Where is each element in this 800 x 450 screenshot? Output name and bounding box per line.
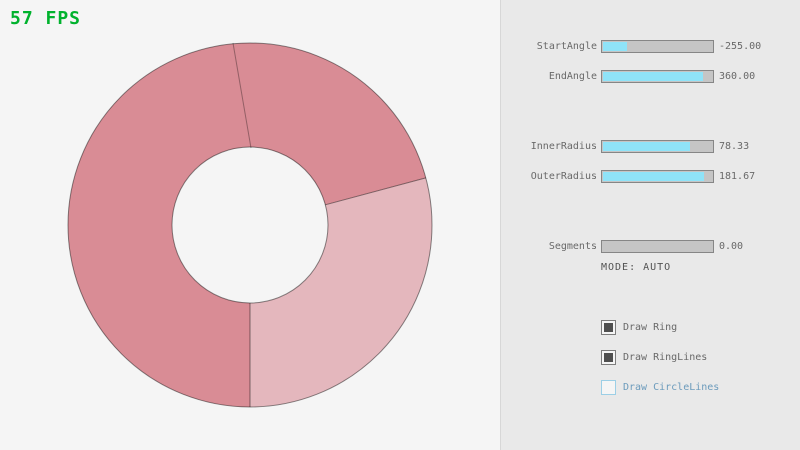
startangle-label: StartAngle <box>536 41 597 52</box>
outerradius-slider[interactable] <box>601 170 714 183</box>
draw-ring-checkbox[interactable] <box>601 320 616 335</box>
ring-inner-outline <box>171 146 329 304</box>
draw-ringlines-checkbox[interactable] <box>601 350 616 365</box>
outerradius-value: 181.67 <box>719 171 756 182</box>
slider-row-outerradius: OuterRadius 181.67 <box>501 170 800 183</box>
endangle-value: 360.00 <box>719 71 756 82</box>
endangle-slider-fill <box>603 72 703 81</box>
startangle-value: -255.00 <box>719 41 762 52</box>
slider-row-innerradius: InnerRadius 78.33 <box>501 140 800 153</box>
checkbox-check-fill-icon <box>604 323 613 332</box>
segments-mode-label: MODE: AUTO <box>601 262 672 273</box>
ring-sector-major <box>68 43 426 408</box>
innerradius-slider-fill <box>603 142 690 151</box>
innerradius-value: 78.33 <box>719 141 750 152</box>
draw-ring-label: Draw Ring <box>623 322 678 333</box>
ring-seam-line <box>232 42 252 149</box>
draw-ring-row: Draw Ring <box>601 320 791 336</box>
draw-circlelines-checkbox[interactable] <box>601 380 616 395</box>
slider-row-segments: Segments 0.00 <box>501 240 800 253</box>
draw-ringlines-row: Draw RingLines <box>601 350 791 366</box>
startangle-slider-fill <box>603 42 628 51</box>
slider-row-startangle: StartAngle -255.00 <box>501 40 800 53</box>
ring-canvas: 57 FPS <box>10 8 433 408</box>
innerradius-label: InnerRadius <box>530 141 597 152</box>
segments-slider[interactable] <box>601 240 714 253</box>
draw-circlelines-label: Draw CircleLines <box>623 382 720 393</box>
checkbox-check-fill-icon <box>604 353 613 362</box>
ring-outer-outline <box>67 42 433 408</box>
startangle-slider[interactable] <box>601 40 714 53</box>
endangle-label: EndAngle <box>548 71 597 82</box>
draw-ringlines-label: Draw RingLines <box>623 352 708 363</box>
fps-counter: 57 FPS <box>10 8 82 29</box>
ring-chart <box>67 42 433 408</box>
segments-label: Segments <box>548 241 597 252</box>
slider-row-endangle: EndAngle 360.00 <box>501 70 800 83</box>
innerradius-slider[interactable] <box>601 140 714 153</box>
endangle-slider[interactable] <box>601 70 714 83</box>
ring-start-angle-line <box>325 177 426 206</box>
controls-panel: StartAngle -255.00 EndAngle 360.00 Inner… <box>500 0 800 450</box>
outerradius-slider-fill <box>603 172 704 181</box>
segments-value: 0.00 <box>719 241 744 252</box>
ring-sector-minor <box>250 177 433 407</box>
outerradius-label: OuterRadius <box>530 171 597 182</box>
draw-circlelines-row: Draw CircleLines <box>601 380 791 396</box>
